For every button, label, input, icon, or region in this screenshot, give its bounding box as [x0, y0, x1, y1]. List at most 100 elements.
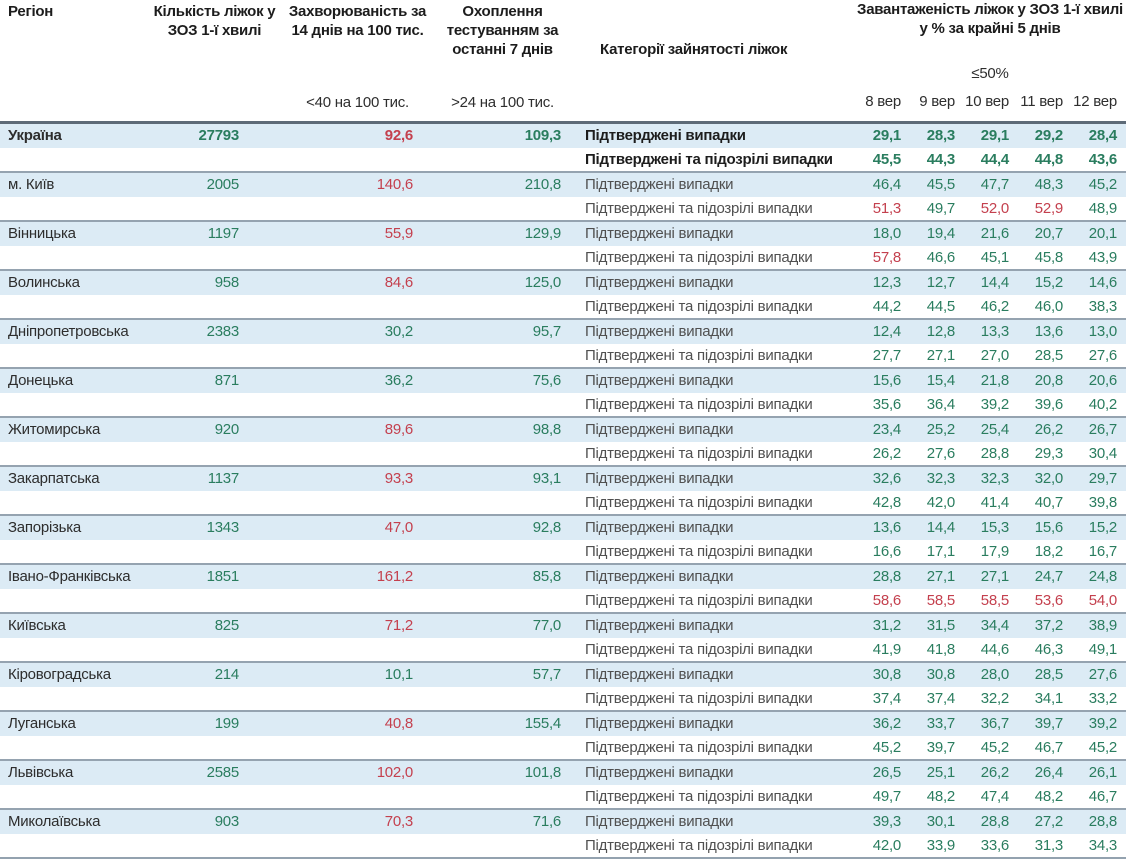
occupancy-value: 42,8 [872, 493, 901, 511]
testing-value: 98,8 [532, 421, 561, 438]
occupancy-value: 47,7 [980, 176, 1009, 193]
occupancy-value: 27,6 [926, 444, 955, 462]
occupancy-value: 27,1 [926, 346, 955, 364]
occupancy-value: 29,1 [980, 127, 1009, 144]
col-header-occupancy: Завантаженість ліжок у ЗОЗ 1-ї хвилі у %… [857, 1, 1123, 37]
occupancy-value: 40,7 [1034, 493, 1063, 511]
occupancy-value: 28,4 [1088, 127, 1117, 144]
category-label-confirmed: Підтверджені випадки [585, 274, 734, 291]
table-row-confirmed-suspected: Підтверджені та підозрілі випадки 26,2 2… [0, 442, 1126, 466]
beds-value: 2585 [206, 764, 240, 781]
table-row-confirmed-suspected: Підтверджені та підозрілі випадки 58,6 5… [0, 589, 1126, 613]
occupancy-value: 15,3 [980, 519, 1009, 536]
occupancy-value: 41,4 [980, 493, 1009, 511]
occupancy-value: 38,9 [1088, 617, 1117, 634]
incidence-value: 84,6 [384, 274, 413, 291]
occupancy-value: 39,6 [1034, 395, 1063, 413]
occupancy-value: 30,8 [872, 666, 901, 683]
table-row-confirmed-suspected: Підтверджені та підозрілі випадки 27,7 2… [0, 344, 1126, 368]
occupancy-value: 18,2 [1034, 542, 1063, 560]
testing-value: 93,1 [532, 470, 561, 487]
occupancy-value: 48,9 [1088, 199, 1117, 217]
category-label-confirmed-suspected: Підтверджені та підозрілі випадки [585, 836, 813, 854]
region-name: Житомирська [8, 421, 101, 438]
occupancy-value: 46,4 [872, 176, 901, 193]
occupancy-value: 44,4 [980, 150, 1009, 168]
region-name: Миколаївська [8, 813, 101, 830]
date-header: 10 вер [965, 93, 1009, 110]
occupancy-value: 16,7 [1088, 542, 1117, 560]
category-label-confirmed-suspected: Підтверджені та підозрілі випадки [585, 150, 833, 168]
occupancy-value: 46,3 [1034, 640, 1063, 658]
occupancy-value: 19,4 [926, 225, 955, 242]
category-label-confirmed: Підтверджені випадки [585, 421, 734, 438]
occupancy-value: 15,6 [872, 372, 901, 389]
occupancy-value: 27,1 [926, 568, 955, 585]
occupancy-value: 27,6 [1088, 346, 1117, 364]
table-row-confirmed: Вінницька 1197 55,9 129,9 Підтверджені в… [0, 222, 1126, 246]
region-block: Кіровоградська 214 10,1 57,7 Підтверджен… [0, 661, 1126, 710]
date-header-row: 8 вер 9 вер 10 вер 11 вер 12 вер [853, 90, 1123, 114]
region-name: Закарпатська [8, 470, 100, 487]
category-label-confirmed-suspected: Підтверджені та підозрілі випадки [585, 542, 813, 560]
occupancy-value: 27,2 [1034, 813, 1063, 830]
category-label-confirmed-suspected: Підтверджені та підозрілі випадки [585, 591, 813, 609]
occupancy-value: 42,0 [926, 493, 955, 511]
occupancy-value: 27,7 [872, 346, 901, 364]
table-row-confirmed-suspected: Підтверджені та підозрілі випадки 35,6 3… [0, 393, 1126, 417]
occupancy-value: 58,6 [872, 591, 901, 609]
incidence-value: 30,2 [384, 323, 413, 340]
occupancy-value: 46,7 [1088, 787, 1117, 805]
category-label-confirmed: Підтверджені випадки [585, 225, 734, 242]
incidence-value: 93,3 [384, 470, 413, 487]
occupancy-value: 31,3 [1034, 836, 1063, 854]
occupancy-value: 34,1 [1034, 689, 1063, 707]
occupancy-value: 58,5 [980, 591, 1009, 609]
occupancy-value: 14,4 [926, 519, 955, 536]
testing-value: 71,6 [532, 813, 561, 830]
occupancy-value: 30,8 [926, 666, 955, 683]
testing-threshold: >24 на 100 тис. [451, 94, 554, 111]
incidence-value: 47,0 [384, 519, 413, 536]
occupancy-value: 54,0 [1088, 591, 1117, 609]
occupancy-value: 43,6 [1088, 150, 1117, 168]
table-row-confirmed: Львівська 2585 102,0 101,8 Підтверджені … [0, 761, 1126, 785]
occupancy-value: 39,8 [1088, 493, 1117, 511]
region-name: м. Київ [8, 176, 55, 193]
occupancy-value: 51,3 [872, 199, 901, 217]
testing-value: 57,7 [532, 666, 561, 683]
table-header: Регіон Кількість ліжок у ЗОЗ 1-ї хвилі З… [0, 0, 1126, 124]
occupancy-value: 37,4 [926, 689, 955, 707]
occupancy-value: 49,7 [872, 787, 901, 805]
region-block: Івано-Франківська 1851 161,2 85,8 Підтве… [0, 563, 1126, 612]
beds-value: 214 [214, 666, 240, 683]
occupancy-value: 12,7 [926, 274, 955, 291]
occupancy-value: 45,2 [872, 738, 901, 756]
incidence-value: 70,3 [384, 813, 413, 830]
table-row-confirmed: Київська 825 71,2 77,0 Підтверджені випа… [0, 614, 1126, 638]
occupancy-value: 36,4 [926, 395, 955, 413]
occupancy-value: 32,2 [980, 689, 1009, 707]
region-block: Луганська 199 40,8 155,4 Підтверджені ви… [0, 710, 1126, 759]
incidence-value: 161,2 [376, 568, 414, 585]
occupancy-value: 45,5 [872, 150, 901, 168]
occupancy-value: 26,2 [1034, 421, 1063, 438]
category-label-confirmed: Підтверджені випадки [585, 372, 734, 389]
occupancy-value: 46,6 [926, 248, 955, 266]
region-block: Закарпатська 1137 93,3 93,1 Підтверджені… [0, 465, 1126, 514]
col-header-beds: Кількість ліжок у ЗОЗ 1-ї хвилі [153, 3, 276, 39]
occupancy-value: 32,0 [1034, 470, 1063, 487]
occupancy-value: 15,6 [1034, 519, 1063, 536]
table-row-confirmed: Донецька 871 36,2 75,6 Підтверджені випа… [0, 369, 1126, 393]
col-header-region: Регіон [8, 3, 54, 20]
occupancy-value: 28,5 [1034, 346, 1063, 364]
category-label-confirmed-suspected: Підтверджені та підозрілі випадки [585, 640, 813, 658]
beds-value: 27793 [198, 127, 240, 144]
occupancy-value: 13,6 [872, 519, 901, 536]
occupancy-value: 41,9 [872, 640, 901, 658]
occupancy-value: 18,0 [872, 225, 901, 242]
occupancy-value: 28,5 [1034, 666, 1063, 683]
occupancy-value: 14,4 [980, 274, 1009, 291]
occupancy-value: 20,1 [1088, 225, 1117, 242]
